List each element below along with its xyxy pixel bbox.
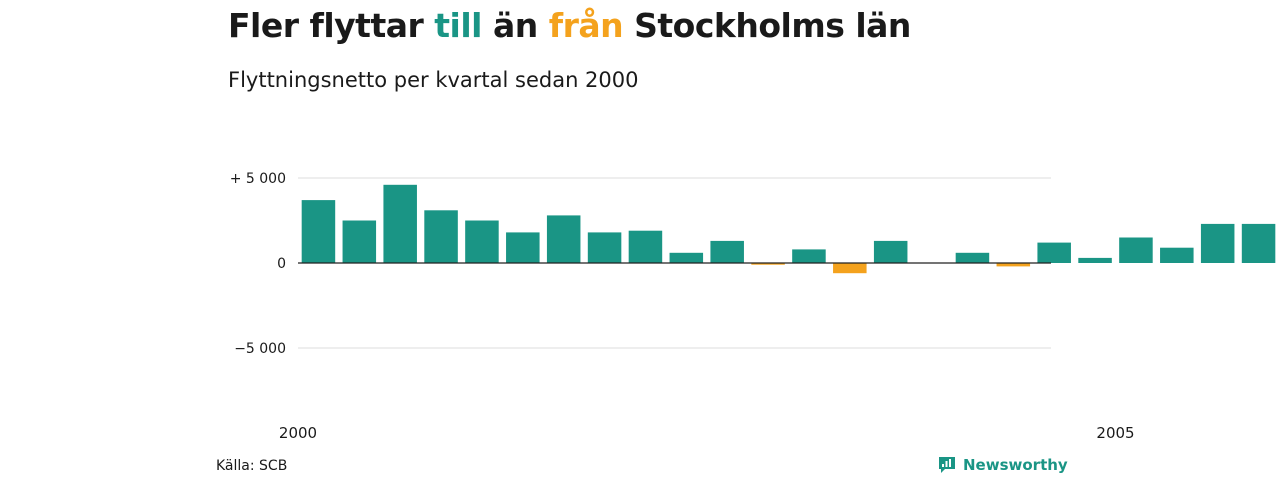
bar xyxy=(1241,223,1276,263)
y-tick-label: 0 xyxy=(277,256,286,272)
title-highlight-to: till xyxy=(434,6,482,45)
source-note: Källa: SCB xyxy=(216,458,288,474)
title-part-2: än xyxy=(481,6,549,45)
title-highlight-from: från xyxy=(548,6,624,45)
bar xyxy=(1078,257,1112,263)
bar xyxy=(424,210,458,263)
x-tick-label: 2000 xyxy=(279,424,317,442)
bars xyxy=(298,184,1276,274)
brand-name: Newsworthy xyxy=(963,456,1068,474)
x-axis-labels: 20002005201020152020 xyxy=(279,424,1135,442)
title-part-1: Fler flyttar xyxy=(228,6,435,45)
title-part-3: Stockholms län xyxy=(623,6,911,45)
bar xyxy=(587,232,622,263)
bar xyxy=(955,252,990,263)
y-tick-label: + 5 000 xyxy=(230,171,286,187)
bar xyxy=(342,220,377,263)
bar xyxy=(1200,223,1235,263)
bar xyxy=(506,232,540,263)
bar xyxy=(710,240,744,263)
brand-logo[interactable]: Newsworthy xyxy=(937,455,1068,475)
bar xyxy=(301,200,336,263)
bar xyxy=(833,263,867,274)
bar xyxy=(669,252,704,263)
bar xyxy=(546,215,581,263)
bar xyxy=(628,230,663,263)
bar xyxy=(792,249,826,263)
chart-subtitle: Flyttningsnetto per kvartal sedan 2000 xyxy=(228,68,639,92)
newsworthy-logo-icon xyxy=(939,457,955,473)
bar xyxy=(873,240,908,263)
gridlines xyxy=(298,177,1051,349)
bar xyxy=(465,220,499,263)
x-tick-label: 2005 xyxy=(1096,424,1134,442)
bar xyxy=(751,263,785,265)
bar xyxy=(996,263,1031,267)
bar xyxy=(383,184,417,263)
bar xyxy=(1037,242,1071,263)
chart-title: Fler flyttar till än från Stockholms län xyxy=(228,6,911,45)
bar xyxy=(1160,247,1194,263)
bar xyxy=(1119,237,1153,263)
y-axis-labels: + 5 000 0 −5 000 xyxy=(230,171,286,357)
y-tick-label: −5 000 xyxy=(234,341,286,357)
